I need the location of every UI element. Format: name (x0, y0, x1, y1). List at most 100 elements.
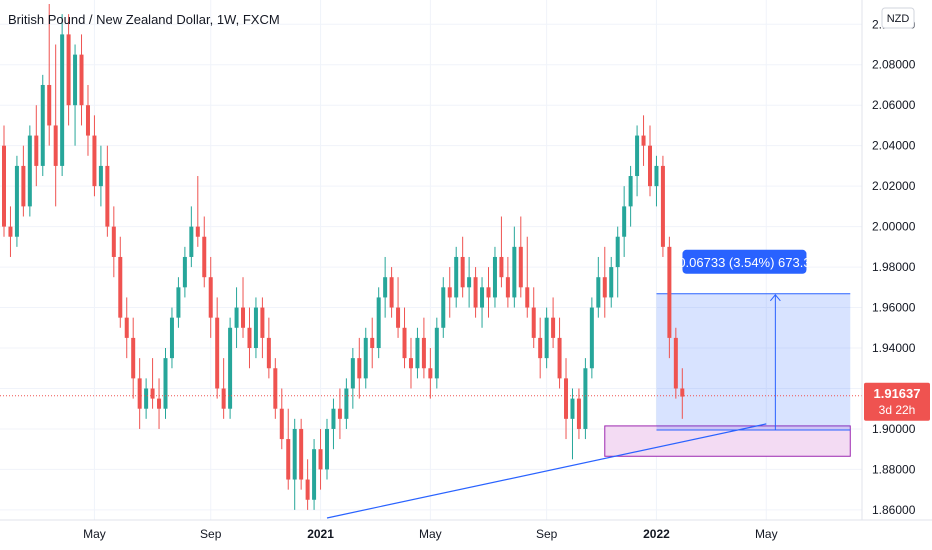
candle-body (98, 165, 103, 187)
candle-body (286, 439, 291, 480)
candle-up (163, 348, 168, 419)
candle-down (21, 145, 26, 217)
candle-down (428, 348, 433, 399)
candle-body (279, 408, 284, 440)
candle-up (228, 317, 233, 419)
candle-down (396, 277, 401, 338)
candle-body (118, 256, 123, 318)
candle-body (344, 388, 349, 419)
candle-down (370, 317, 375, 369)
candle-body (589, 307, 594, 369)
candle-body (499, 256, 504, 278)
candle-up (434, 317, 439, 389)
candle-down (305, 459, 310, 510)
candle-body (202, 236, 207, 278)
candle-body (370, 337, 375, 349)
candle-down (53, 44, 58, 207)
candle-up (467, 256, 472, 308)
candle-down (673, 327, 678, 399)
candle-up (363, 327, 368, 389)
candle-down (79, 34, 84, 126)
support-zone-layer (604, 425, 851, 457)
candle-up (253, 297, 258, 359)
candle-down (473, 267, 478, 318)
candle-body (176, 287, 181, 318)
candle-up (570, 388, 575, 460)
candle-body (182, 256, 187, 288)
candle-up (454, 246, 459, 308)
candle-down (518, 216, 523, 298)
candle-down (118, 236, 123, 328)
candle-body (299, 428, 304, 480)
candle-up (98, 145, 103, 207)
candle-up (383, 256, 388, 318)
candle-body (215, 317, 220, 389)
candle-body (111, 226, 116, 257)
candle-body (467, 277, 472, 288)
candle-body (325, 428, 329, 470)
candle-up (344, 378, 349, 429)
candle-body (396, 307, 401, 328)
candle-body (376, 297, 381, 349)
candle-body (680, 388, 685, 397)
candle-body (518, 246, 523, 288)
candle-up (312, 439, 317, 510)
time-tick-label: Sep (200, 527, 222, 541)
candle-down (124, 297, 129, 359)
candle-down (34, 105, 39, 187)
measure-box[interactable] (656, 293, 851, 430)
candle-body (570, 398, 575, 419)
candle-down (486, 267, 491, 318)
candle-down (131, 317, 136, 399)
time-tick-label: May (755, 527, 778, 541)
candle-body (137, 378, 142, 409)
candle-down (92, 115, 97, 197)
candle-up (234, 287, 239, 349)
candle-body (34, 135, 39, 166)
candle-body (434, 327, 439, 379)
candle-body (512, 246, 517, 298)
candle-body (150, 388, 155, 399)
candle-down (241, 277, 246, 338)
candle-body (492, 256, 497, 298)
candle-up (480, 277, 485, 328)
candle-body (318, 449, 323, 470)
candle-body (163, 358, 168, 409)
candle-down (299, 418, 304, 490)
candle-down (47, 4, 52, 146)
candle-body (66, 34, 71, 106)
candle-body (408, 358, 413, 369)
time-tick-label: May (83, 527, 106, 541)
candle-down (215, 297, 220, 399)
candle-down (221, 358, 226, 419)
candle-body (312, 449, 317, 500)
candle-up (415, 327, 420, 379)
time-axis[interactable]: May Sep 2021 May Sep 2022 May (83, 527, 778, 541)
candle-down (318, 428, 323, 490)
candle-body (228, 327, 233, 409)
candle-body (383, 277, 388, 298)
candle-body (357, 358, 362, 379)
candle-body (615, 236, 620, 268)
candle-down (195, 176, 200, 247)
trendline[interactable] (326, 423, 767, 519)
candle-down (531, 287, 536, 349)
price-tick-label: 2.02000 (872, 179, 916, 193)
bar-countdown: 3d 22h (879, 403, 916, 417)
candle-body (641, 135, 646, 146)
candle-up (544, 307, 549, 369)
candle-body (428, 368, 433, 379)
candle-up (583, 358, 588, 440)
candle-up (441, 277, 446, 338)
support-zone-rect[interactable] (604, 425, 851, 457)
candle-body (583, 368, 588, 429)
candle-up (376, 287, 381, 359)
candle-body (27, 135, 32, 207)
candle-body (337, 408, 342, 419)
candle-up (182, 246, 187, 298)
candle-down (279, 388, 284, 450)
candle-body (538, 337, 543, 359)
candle-body (557, 337, 562, 379)
currency-button[interactable]: NZD (881, 7, 915, 29)
